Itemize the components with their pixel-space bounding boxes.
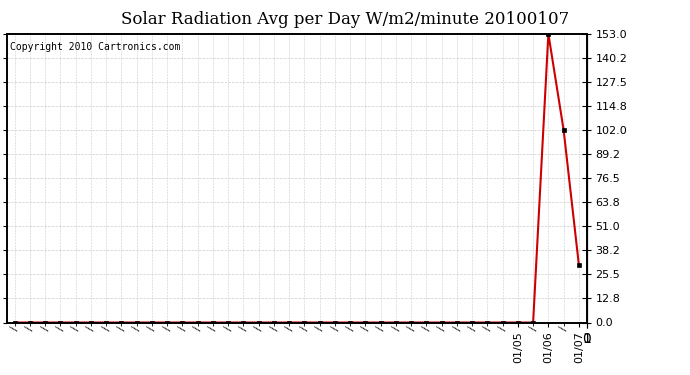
Text: Solar Radiation Avg per Day W/m2/minute 20100107: Solar Radiation Avg per Day W/m2/minute … [121,11,569,28]
Text: Copyright 2010 Cartronics.com: Copyright 2010 Cartronics.com [10,42,180,52]
